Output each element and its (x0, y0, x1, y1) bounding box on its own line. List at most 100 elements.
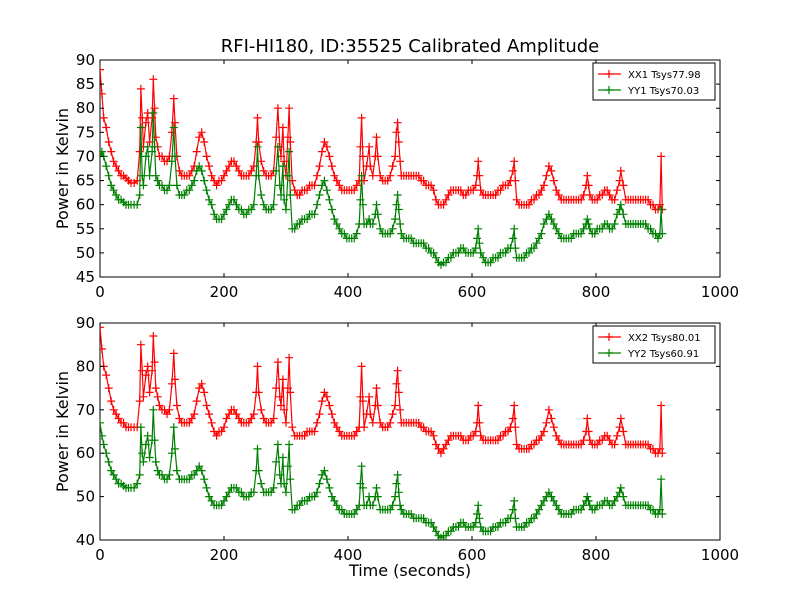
x-tick-label: 0 (95, 546, 105, 564)
data-point (285, 104, 294, 113)
data-point (350, 431, 359, 440)
data-point (107, 397, 116, 406)
data-point (318, 397, 326, 406)
data-point (100, 440, 108, 449)
data-point (475, 514, 484, 523)
data-point (315, 162, 324, 171)
data-point (392, 379, 401, 388)
data-point (608, 501, 617, 510)
data-point (254, 466, 263, 475)
data-point (153, 176, 162, 185)
data-point (577, 505, 586, 514)
data-point (475, 171, 484, 180)
data-point (396, 220, 405, 228)
data-point (282, 488, 290, 497)
data-point (391, 401, 400, 410)
data-point (414, 418, 423, 427)
data-point (273, 142, 282, 151)
data-point (613, 186, 622, 195)
data-point (392, 479, 401, 488)
data-point (655, 505, 664, 514)
data-point (267, 488, 276, 497)
data-point (554, 191, 563, 199)
data-point (357, 171, 366, 180)
data-point (109, 186, 118, 195)
data-point (510, 224, 519, 233)
y-tick-label: 90 (76, 314, 95, 332)
legend-marker (605, 86, 613, 94)
data-point (149, 332, 158, 340)
data-point (583, 171, 592, 180)
data-point (419, 423, 428, 432)
data-point (530, 440, 538, 449)
data-point (424, 244, 433, 253)
data-point (192, 147, 201, 156)
data-point (100, 147, 106, 156)
data-point (232, 410, 241, 419)
data-point (169, 349, 178, 358)
data-point (283, 133, 292, 142)
data-point (141, 371, 150, 380)
data-point (585, 191, 594, 199)
data-point (217, 176, 226, 185)
data-point (109, 157, 118, 166)
data-point (220, 423, 228, 432)
data-point (315, 191, 324, 199)
data-point (525, 444, 533, 453)
data-point (141, 152, 150, 161)
data-point (605, 191, 614, 199)
data-point (257, 405, 266, 414)
data-point (244, 418, 253, 427)
data-point (102, 162, 111, 171)
data-point (165, 470, 174, 479)
data-point (212, 181, 221, 190)
data-point (253, 444, 262, 453)
data-point (278, 453, 287, 462)
data-point (598, 501, 607, 510)
data-point (217, 427, 226, 436)
data-point (396, 157, 405, 166)
data-point (254, 171, 263, 180)
data-point (394, 205, 403, 214)
data-point (286, 138, 295, 146)
data-point (180, 191, 189, 199)
data-point (171, 118, 179, 127)
x-tick-label: 1000 (701, 283, 739, 301)
data-point (391, 215, 400, 224)
data-point (136, 340, 145, 349)
data-point (100, 65, 104, 74)
data-point (138, 449, 147, 458)
x-tick-label: 800 (582, 283, 611, 301)
data-point (608, 224, 617, 233)
data-point (396, 405, 405, 414)
data-point (273, 104, 282, 113)
legend: XX2 Tsys80.01 YY2 Tsys60.91 (592, 325, 716, 364)
data-point (585, 224, 594, 233)
data-point (112, 162, 121, 171)
data-point (549, 423, 558, 432)
data-point (135, 147, 144, 156)
data-point (644, 440, 653, 449)
data-point (269, 200, 278, 209)
data-point (313, 200, 321, 209)
data-point (397, 505, 406, 514)
x-tick-label: 800 (582, 546, 611, 564)
data-point (615, 423, 624, 432)
data-point (504, 181, 512, 190)
data-point (554, 505, 563, 514)
data-point (525, 248, 533, 257)
data-point (585, 436, 594, 445)
data-point (491, 191, 500, 199)
data-point (100, 345, 106, 353)
data-point (567, 510, 576, 518)
data-point (267, 418, 276, 427)
data-point (471, 181, 480, 190)
data-point (315, 410, 324, 419)
data-point (539, 181, 548, 190)
data-point (372, 200, 381, 209)
data-point (442, 258, 450, 267)
data-point (253, 142, 262, 151)
data-point (394, 138, 403, 146)
data-point (476, 186, 485, 195)
data-point (303, 215, 312, 224)
